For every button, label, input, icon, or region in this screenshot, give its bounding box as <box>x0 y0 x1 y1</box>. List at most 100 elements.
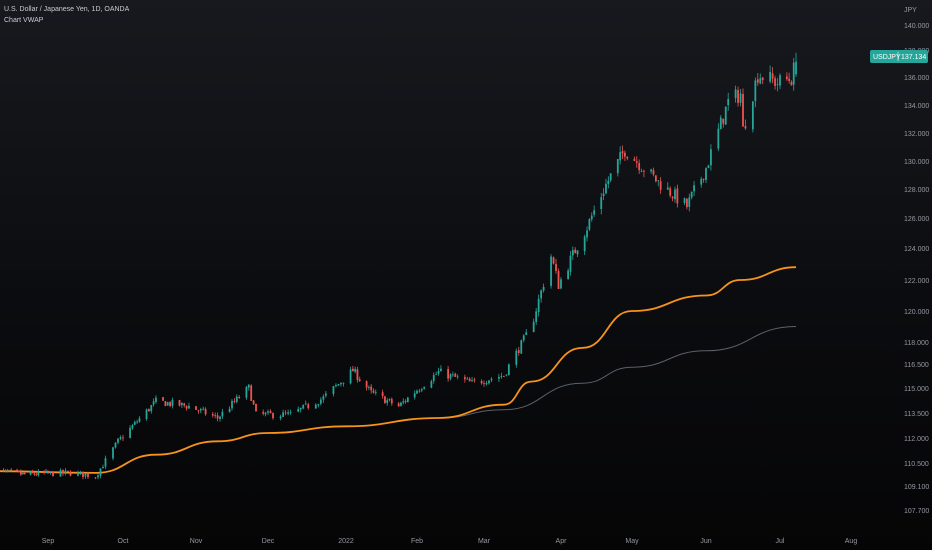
candle-up <box>112 446 114 461</box>
candle-body <box>133 421 136 425</box>
y-tick-label: 118.000 <box>904 340 929 347</box>
time-axis[interactable]: Sep Oct Nov Dec 2022 Feb Mar Apr May Jun Jul Aug <box>42 538 858 545</box>
candle-body <box>319 399 322 404</box>
candle-down <box>356 366 359 383</box>
candle-down <box>82 471 84 480</box>
candle-down <box>624 150 626 161</box>
candle-body <box>609 173 612 181</box>
candle-body <box>188 405 190 409</box>
price-axis[interactable]: 140.000138.000136.000134.000132.000130.0… <box>904 23 929 515</box>
candle-down <box>447 366 450 382</box>
candle-down <box>214 412 217 419</box>
candle-body <box>402 401 405 403</box>
last-price-symbol: USDJPY <box>873 54 901 61</box>
candle-body <box>737 89 739 103</box>
candle-up <box>488 380 490 385</box>
candle-up <box>45 468 47 474</box>
candle-up <box>79 470 82 475</box>
candle-up <box>605 178 607 195</box>
candle-up <box>221 408 224 419</box>
candle-up <box>727 92 730 111</box>
candle-body <box>423 387 426 389</box>
candle-up <box>219 415 221 422</box>
candle-up <box>792 57 795 91</box>
candle-body <box>112 447 114 459</box>
candle-body <box>774 78 776 86</box>
candle-body <box>148 409 150 412</box>
secondary-vwap-line <box>438 326 797 419</box>
candle-up <box>583 234 586 255</box>
candle-up <box>138 416 141 423</box>
candle-up <box>37 469 40 477</box>
candle-down <box>652 167 655 177</box>
candle-body <box>324 393 327 396</box>
candle-up <box>739 89 742 107</box>
candle-body <box>199 409 202 411</box>
candle-body <box>197 410 200 412</box>
candle-down <box>197 409 200 414</box>
candle-body <box>724 106 727 125</box>
candle-up <box>29 470 32 476</box>
candle-down <box>351 365 354 372</box>
candle-down <box>272 412 274 420</box>
candle-up <box>8 469 11 473</box>
candle-body <box>164 401 167 407</box>
candle-body <box>94 477 97 479</box>
candle-body <box>440 368 442 372</box>
candle-down <box>404 399 407 404</box>
candle-down <box>284 410 287 416</box>
candle-down <box>262 409 265 416</box>
candle-body <box>769 72 772 82</box>
candle-body <box>202 408 205 410</box>
candle-body <box>485 383 488 385</box>
candle-body <box>358 379 361 381</box>
y-tick-label: 130.000 <box>904 159 929 166</box>
candle-up <box>349 366 352 385</box>
candle-body <box>169 402 171 406</box>
candle-body <box>317 404 320 406</box>
candle-body <box>219 416 221 420</box>
last-price-value: 137.134 <box>901 54 926 61</box>
candle-body <box>322 396 325 400</box>
candle-up <box>267 409 269 416</box>
candle-body <box>23 472 26 475</box>
candle-up <box>593 205 596 217</box>
candle-body <box>114 442 117 448</box>
candle-up <box>64 468 67 476</box>
candle-down <box>638 159 641 175</box>
candle-body <box>466 378 469 380</box>
candle-body <box>381 392 384 397</box>
candle-up <box>430 379 433 389</box>
y-tick-label: 132.000 <box>904 131 929 138</box>
candle-body <box>502 375 505 377</box>
candle-body <box>37 471 40 476</box>
candle-up <box>388 398 391 402</box>
candle-body <box>700 178 703 185</box>
candle-body <box>269 410 272 414</box>
candle-body <box>18 471 20 472</box>
candle-body <box>252 400 255 405</box>
candle-body <box>162 397 164 401</box>
candle-body <box>710 149 712 166</box>
candle-down <box>633 156 636 162</box>
candle-body <box>532 321 535 333</box>
candle-body <box>567 270 569 280</box>
candle-body <box>633 158 636 161</box>
candle-up <box>769 65 772 84</box>
candle-body <box>583 236 586 252</box>
candle-body <box>390 399 393 404</box>
candle-down <box>621 145 624 160</box>
candle-body <box>136 421 139 423</box>
candle-body <box>771 73 774 79</box>
candle-body <box>463 377 466 380</box>
candle-up <box>354 366 357 374</box>
candle-up <box>724 106 727 125</box>
candle-down <box>47 470 49 475</box>
candle-up <box>619 146 622 165</box>
candle-body <box>550 256 552 286</box>
candle-up <box>413 390 416 400</box>
candle-up <box>59 468 62 477</box>
candle-body <box>454 373 457 377</box>
candle-down <box>390 397 393 406</box>
